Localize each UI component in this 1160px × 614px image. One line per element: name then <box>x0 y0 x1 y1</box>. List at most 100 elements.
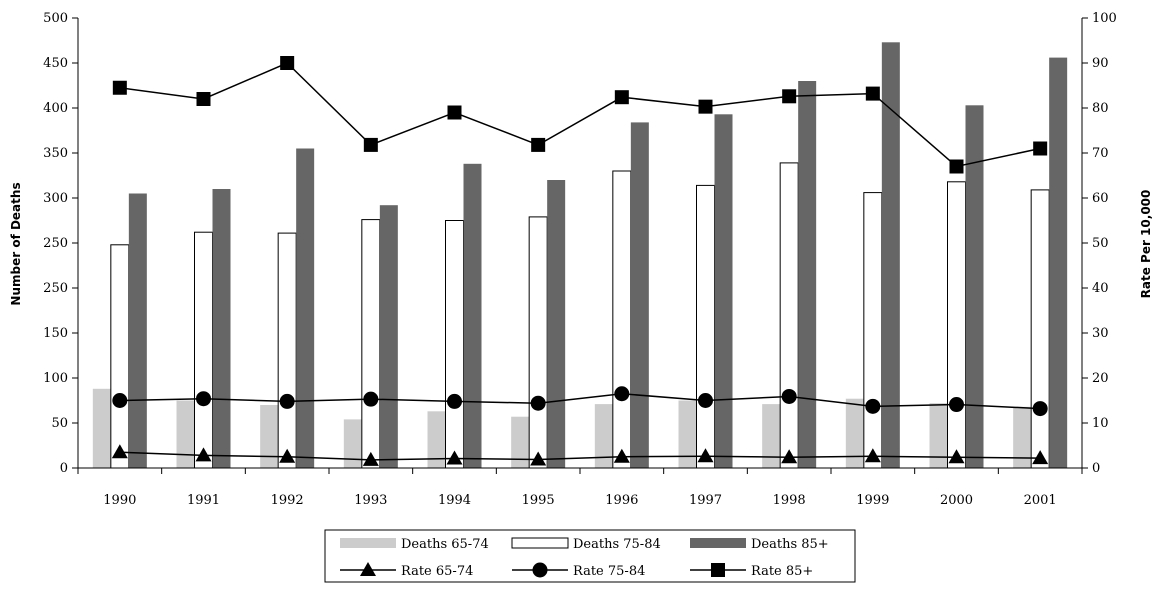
bar-deaths-75-84-1993 <box>361 219 381 469</box>
right-tick-label: 60 <box>1092 191 1109 206</box>
marker-rate-65-74-1995 <box>530 451 547 466</box>
marker-rate-85--2001 <box>1033 141 1048 156</box>
marker-rate-75-84-1991 <box>196 391 211 407</box>
right-tick-label: 50 <box>1092 236 1109 251</box>
bar-deaths-85--1994 <box>463 163 482 469</box>
marker-rate-75-84-1995 <box>530 395 546 411</box>
bar-deaths-85--1995 <box>547 180 566 468</box>
bar-deaths-75-84-1996 <box>612 170 632 469</box>
x-tick-label-1998: 1998 <box>773 493 806 508</box>
marker-rate-65-74-1993 <box>362 451 379 466</box>
right-tick-label: 10 <box>1092 416 1109 431</box>
right-tick-label: 30 <box>1092 326 1109 341</box>
marker-rate-85--2000 <box>949 159 964 174</box>
marker-rate-65-74-1994 <box>446 450 463 465</box>
marker-rate-65-74-1999 <box>864 448 881 463</box>
x-tick-label-1999: 1999 <box>856 493 889 508</box>
bar-deaths-75-84-1995 <box>528 216 548 469</box>
legend-label-deaths-85-: Deaths 85+ <box>751 537 829 552</box>
bar-deaths-85--2000 <box>965 105 984 469</box>
x-tick-label-1992: 1992 <box>271 493 304 508</box>
marker-rate-65-74-1992 <box>279 448 296 463</box>
x-tick-label-2000: 2000 <box>940 493 973 508</box>
bar-deaths-85--2001 <box>1049 57 1068 468</box>
right-tick-label: 100 <box>1092 11 1117 26</box>
left-tick-label: 150 <box>43 326 68 341</box>
bar-deaths-65-74-1997 <box>678 400 697 468</box>
bar-deaths-65-74-2000 <box>929 403 948 468</box>
bars-layer <box>92 42 1068 469</box>
marker-rate-85--1997 <box>698 99 713 114</box>
legend-label-deaths-75-84: Deaths 75-84 <box>573 537 661 552</box>
marker-rate-85--1991 <box>196 92 211 106</box>
left-axis-title: Number of Deaths <box>9 182 23 305</box>
bar-deaths-65-74-1990 <box>92 388 111 468</box>
bar-deaths-85--1990 <box>128 193 147 468</box>
left-tick-label: 250 <box>43 281 68 296</box>
legend-swatch-deaths-65-74 <box>340 538 396 548</box>
marker-rate-85--1999 <box>865 86 880 101</box>
bar-deaths-65-74-1995 <box>511 416 530 468</box>
bar-deaths-75-84-1999 <box>863 192 883 469</box>
marker-rate-65-74-2000 <box>948 449 965 464</box>
marker-rate-65-74-1997 <box>697 448 714 463</box>
line-rate-85- <box>119 62 1041 168</box>
left-tick-label: 450 <box>43 56 68 71</box>
legend-swatch-deaths-85- <box>690 538 746 548</box>
bar-deaths-75-84-1994 <box>445 220 464 469</box>
legend-marker-rate-75-84 <box>532 562 548 578</box>
left-tick-label: 300 <box>43 191 68 206</box>
bar-deaths-65-74-1993 <box>343 419 362 468</box>
bar-deaths-65-74-2001 <box>1013 406 1032 468</box>
marker-rate-65-74-1991 <box>195 447 212 462</box>
marker-rate-75-84-2000 <box>949 397 964 413</box>
right-tick-label: 90 <box>1092 56 1109 71</box>
legend-marker-rate-85- <box>711 563 725 577</box>
marker-rate-85--1993 <box>363 137 378 152</box>
marker-rate-65-74-1998 <box>781 449 798 464</box>
marker-rate-85--1992 <box>280 56 295 70</box>
line-rate-65-74 <box>119 451 1041 461</box>
bar-deaths-75-84-1997 <box>696 184 715 469</box>
right-tick-label: 0 <box>1092 461 1100 476</box>
bar-deaths-65-74-1994 <box>427 411 446 468</box>
legend-label-rate-75-84: Rate 75-84 <box>573 564 645 579</box>
legend-frame <box>324 529 856 583</box>
marker-rate-85--1995 <box>531 137 546 152</box>
bar-deaths-65-74-1996 <box>594 404 613 468</box>
bar-deaths-85--1991 <box>212 189 231 468</box>
marker-rate-85--1994 <box>447 105 462 120</box>
bar-deaths-85--1998 <box>798 81 817 468</box>
right-tick-label: 20 <box>1092 371 1109 386</box>
bar-deaths-85--1996 <box>630 122 649 469</box>
marker-rate-75-84-1998 <box>781 388 797 404</box>
marker-rate-85--1998 <box>782 89 797 104</box>
bar-deaths-75-84-1991 <box>194 231 213 469</box>
right-axis-title: Rate Per 10,000 <box>1139 190 1153 299</box>
bar-deaths-85--1993 <box>379 205 398 468</box>
marker-rate-75-84-1990 <box>112 393 128 408</box>
marker-rate-65-74-1996 <box>613 448 630 463</box>
bar-deaths-85--1992 <box>296 148 315 468</box>
marker-rate-85--1990 <box>112 80 127 95</box>
marker-rate-65-74-2001 <box>1032 450 1049 465</box>
x-tick-label-1997: 1997 <box>689 493 722 508</box>
left-tick-label: 350 <box>43 146 68 161</box>
legend-swatch-deaths-75-84 <box>511 537 569 549</box>
bar-deaths-65-74-1992 <box>260 405 279 468</box>
bar-deaths-75-84-1990 <box>110 244 130 469</box>
bar-deaths-65-74-1991 <box>176 400 195 468</box>
x-tick-label-1993: 1993 <box>354 493 387 508</box>
marker-rate-75-84-1999 <box>865 398 881 414</box>
left-tick-label: 100 <box>43 371 68 386</box>
bar-deaths-75-84-2001 <box>1030 189 1050 469</box>
marker-rate-75-84-1996 <box>614 386 630 402</box>
marker-rate-75-84-1994 <box>447 393 462 409</box>
right-tick-label: 80 <box>1092 101 1109 116</box>
bar-deaths-75-84-1998 <box>779 162 799 469</box>
left-tick-label: 250 <box>43 236 68 251</box>
left-tick-label: 50 <box>51 416 68 431</box>
left-tick-label: 400 <box>43 101 68 116</box>
x-tick-label-1990: 1990 <box>103 493 136 508</box>
